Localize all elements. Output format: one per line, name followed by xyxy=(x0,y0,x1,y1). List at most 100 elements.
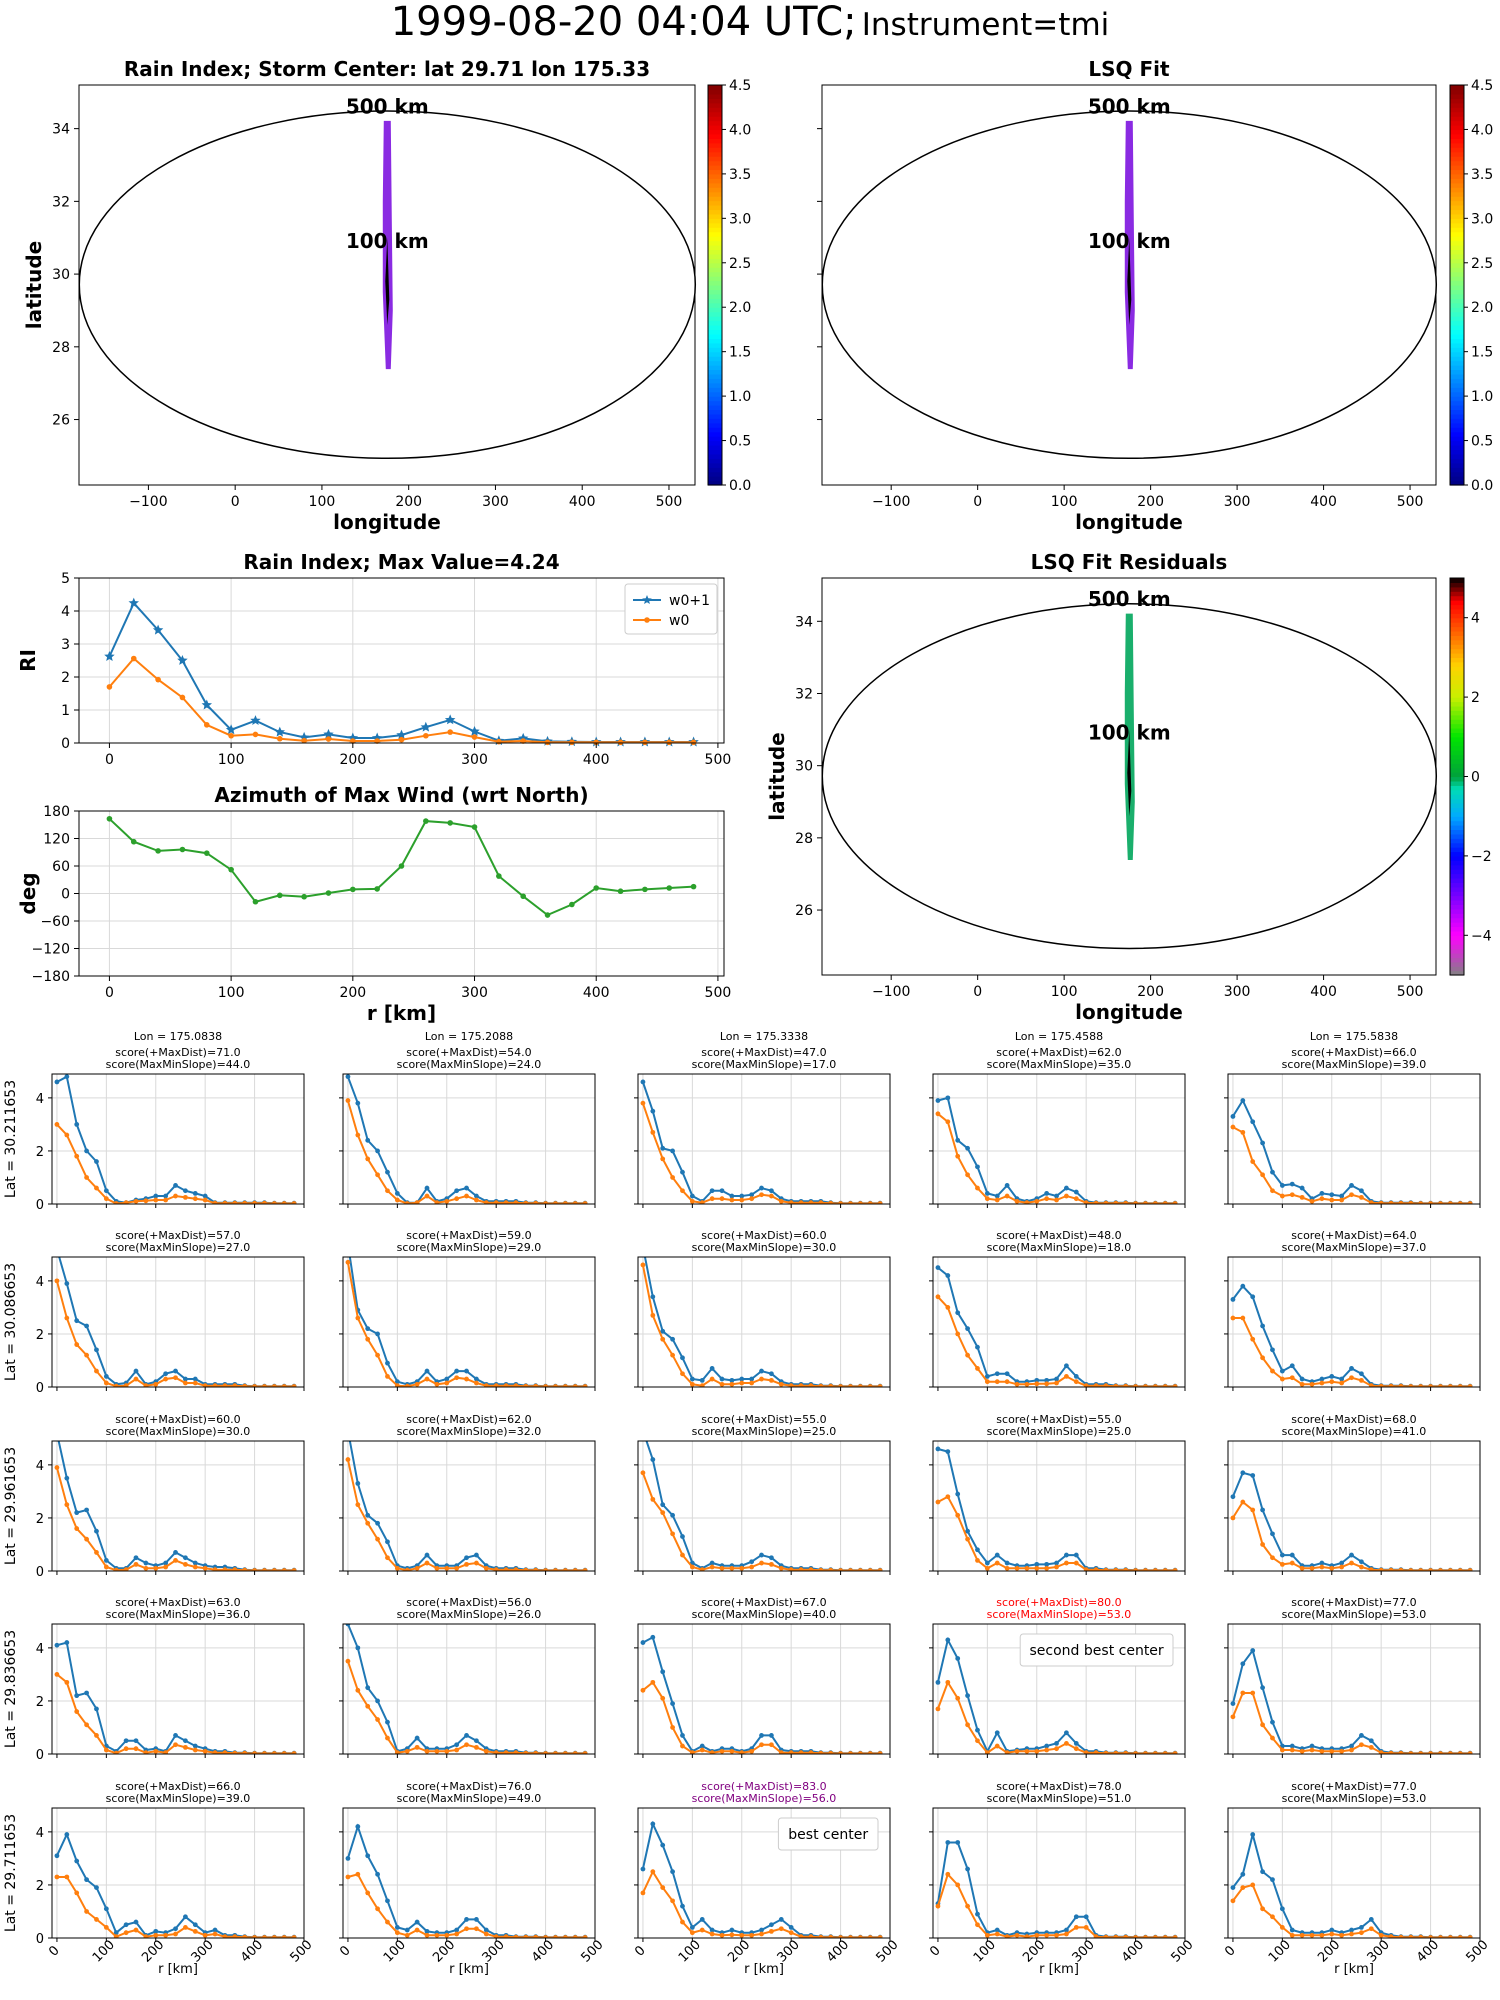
point-marker xyxy=(945,1095,951,1101)
point-marker xyxy=(474,1376,479,1382)
point-marker xyxy=(192,1196,198,1202)
point-marker xyxy=(143,1565,149,1571)
colorbar-tick-label: 2 xyxy=(1471,690,1480,706)
point-marker xyxy=(301,737,307,744)
point-marker xyxy=(496,738,502,745)
point-marker xyxy=(143,1750,149,1754)
point-marker xyxy=(975,1911,980,1917)
colorbar-cell xyxy=(708,151,722,157)
annotation-text: second best center xyxy=(1030,1643,1164,1659)
point-marker xyxy=(325,890,332,896)
point-marker xyxy=(345,1457,351,1462)
point-marker xyxy=(301,893,307,900)
x-tick-label: 0 xyxy=(105,752,114,768)
point-marker xyxy=(252,731,259,738)
series-line-w0 xyxy=(1232,1500,1471,1571)
colorbar-cell xyxy=(1450,267,1464,273)
point-marker xyxy=(1270,1368,1275,1374)
point-marker xyxy=(355,1132,361,1138)
point-marker xyxy=(935,1446,941,1452)
colorbar-cell xyxy=(708,422,722,428)
point-marker xyxy=(1250,1648,1256,1653)
point-marker xyxy=(503,1567,509,1571)
point-marker xyxy=(1309,1381,1315,1387)
colorbar-cell xyxy=(708,307,722,313)
colorbar-cell xyxy=(1450,169,1464,175)
y-axis-label: RI xyxy=(16,649,40,672)
colorbar-cell xyxy=(1450,111,1464,117)
colorbar-cell xyxy=(708,258,722,264)
colorbar-cell xyxy=(1450,436,1464,442)
point-marker xyxy=(1152,1751,1158,1754)
point-marker xyxy=(562,1201,568,1204)
colorbar-cell xyxy=(708,249,722,255)
point-marker xyxy=(769,1193,774,1199)
point-marker xyxy=(394,1750,400,1754)
x-tick-label: 500 xyxy=(705,752,732,768)
point-marker xyxy=(1123,1934,1129,1938)
point-marker xyxy=(965,1536,970,1542)
plot-title: Rain Index; Max Value=4.24 xyxy=(243,550,559,574)
panel-r4-c1: score(+MaxDist)=76.0score(MaxMinSlope)=4… xyxy=(337,1780,606,1977)
colorbar-cell xyxy=(1450,710,1464,716)
point-marker xyxy=(346,1241,351,1246)
x-axis-label: longitude xyxy=(1075,1000,1183,1024)
point-marker xyxy=(385,1169,390,1175)
point-marker xyxy=(163,1371,169,1377)
colorbar-cell xyxy=(708,271,722,277)
point-marker xyxy=(1408,1200,1414,1204)
point-marker xyxy=(444,1932,450,1938)
point-marker xyxy=(163,1376,169,1382)
figure-title: 1999-08-20 04:04 UTC; Instrument=tmi xyxy=(0,0,1500,52)
colorbar-cell xyxy=(708,240,722,246)
point-marker xyxy=(133,1746,139,1752)
point-marker xyxy=(192,1560,198,1566)
point-marker xyxy=(1329,1192,1335,1198)
colorbar-cell xyxy=(1450,85,1464,91)
panel-frame xyxy=(932,1623,1186,1755)
point-marker xyxy=(650,1129,656,1135)
point-marker xyxy=(1083,1200,1089,1204)
point-marker xyxy=(1279,1368,1285,1374)
point-marker xyxy=(434,1565,440,1571)
point-marker xyxy=(562,1568,568,1571)
point-marker xyxy=(975,1557,980,1563)
y-tick-label: 30 xyxy=(52,267,70,283)
legend-entry-w0+1: w0+1 xyxy=(669,593,710,609)
point-marker xyxy=(54,1278,60,1284)
point-marker xyxy=(680,1903,685,1909)
colorbar-cell xyxy=(1450,948,1464,954)
point-marker xyxy=(375,1352,380,1358)
point-marker xyxy=(945,1637,951,1643)
point-marker xyxy=(345,1874,351,1880)
point-marker xyxy=(1319,1560,1325,1566)
point-marker xyxy=(1054,1376,1059,1382)
colorbar-cell xyxy=(1450,400,1464,406)
point-marker xyxy=(1073,1196,1079,1202)
score-maxdist: score(+MaxDist)=54.0 xyxy=(406,1046,531,1059)
point-marker xyxy=(1103,1200,1109,1204)
point-marker xyxy=(123,1746,129,1752)
colorbar-cell xyxy=(1450,683,1464,689)
series-line-w0 xyxy=(56,1673,295,1754)
point-marker xyxy=(660,1156,666,1162)
point-marker xyxy=(123,1738,129,1744)
point-marker xyxy=(680,1743,685,1749)
star-marker xyxy=(250,715,261,725)
point-marker xyxy=(984,1750,990,1754)
point-marker xyxy=(1260,1685,1265,1691)
score-maxdist: score(+MaxDist)=60.0 xyxy=(115,1413,240,1426)
point-marker xyxy=(562,1751,568,1754)
point-marker xyxy=(572,1568,578,1571)
point-marker xyxy=(385,1188,390,1194)
point-marker xyxy=(123,1930,129,1936)
point-marker xyxy=(798,1750,804,1754)
colorbar-cell xyxy=(1450,860,1464,866)
colorbar-cell xyxy=(708,302,722,308)
range-ring-500km xyxy=(821,110,1438,460)
point-marker xyxy=(1289,1927,1295,1933)
colorbar-cell xyxy=(708,342,722,348)
point-marker xyxy=(163,1560,169,1566)
colorbar-cell xyxy=(1450,245,1464,251)
x-tick-label: 400 xyxy=(569,494,596,510)
